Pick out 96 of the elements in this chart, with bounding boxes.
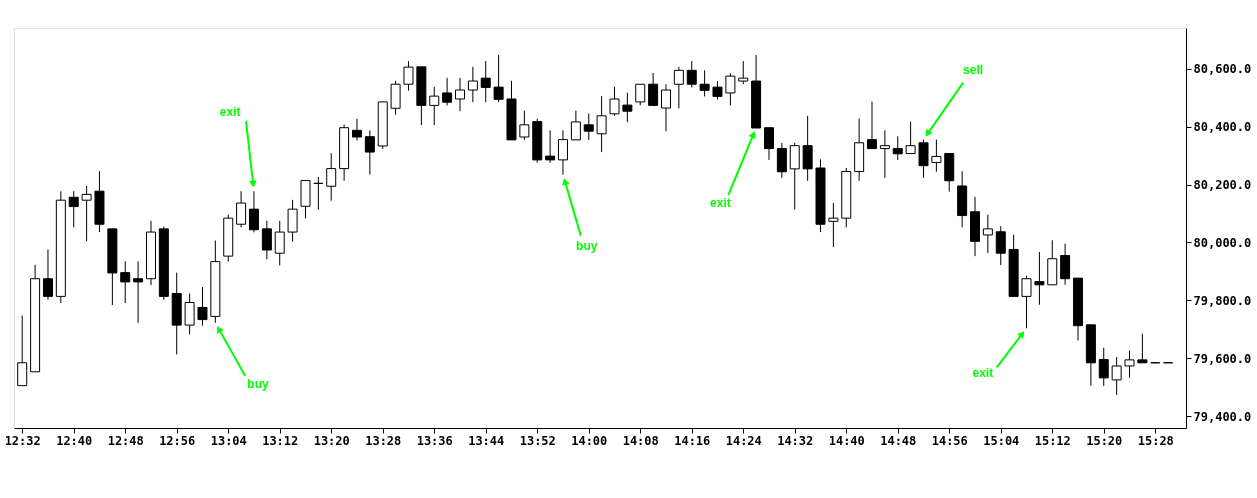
annotation: exit [710,196,731,210]
candlestick [68,190,79,228]
candlestick [1137,333,1148,364]
candlestick [879,129,890,179]
candlestick [596,95,607,153]
candlestick [1124,350,1135,379]
candlestick [725,72,736,106]
candlestick [17,315,28,387]
candlestick [1034,251,1045,306]
x-tick-label: 15:20 [1086,433,1123,448]
candlestick [248,190,259,233]
x-tick-label: 13:28 [365,433,402,448]
x-tick-label: 13:04 [210,433,247,448]
x-tick-label: 12:48 [107,433,144,448]
candlestick [622,92,633,123]
candlestick [995,225,1006,266]
candlestick [776,142,787,179]
x-tick-label: 14:56 [931,433,968,448]
candlestick [660,83,671,132]
x-tick-label: 15:28 [1137,433,1174,448]
candlestick [648,72,659,106]
candlestick [1111,356,1122,396]
x-tick-label: 14:24 [725,433,762,448]
candlestick [635,83,646,106]
x-tick-label: 14:16 [674,433,711,448]
candlestick [261,220,272,260]
candlestick [120,260,131,304]
candlestick [892,135,903,161]
x-tick-label: 14:00 [571,433,608,448]
x-tick-label: 13:52 [519,433,556,448]
x-tick-label: 14:48 [880,433,917,448]
candlestick [828,202,839,248]
candlestick [673,66,684,109]
x-tick-label: 14:32 [777,433,814,448]
candlestick [866,101,877,150]
x-tick-label: 14:40 [828,433,865,448]
x-tick-label: 15:12 [1034,433,1071,448]
candlestick [467,66,478,103]
candlestick [351,118,362,141]
candlestick [442,77,453,106]
candlestick [326,152,337,202]
x-tick-label: 14:08 [622,433,659,448]
candlestick [712,80,723,101]
candlestick [184,293,195,335]
candlestick [982,214,993,254]
candlestick [493,54,504,103]
candlestick [570,110,581,141]
candlestick [287,199,298,243]
candlestick [738,60,749,85]
candlestick [802,115,813,182]
x-tick-label: 13:12 [262,433,299,448]
y-tick-label: 79,400.0 [1193,409,1252,424]
x-tick-label: 13:20 [313,433,350,448]
candlestick [1098,347,1109,387]
x-tick-label: 15:04 [983,433,1020,448]
candlestick [918,139,929,179]
candlestick [274,220,285,266]
candlestick [583,113,594,141]
candlestick [455,77,465,112]
annotation: buy [247,376,269,391]
candlestick [42,248,53,301]
candlestick [789,142,800,210]
y-tick-label: 80,200.0 [1193,178,1252,193]
candlestick [764,127,775,161]
annotation: exit [972,366,994,381]
candlestick [133,260,144,324]
y-tick-label: 79,600.0 [1193,351,1252,366]
candlestick [699,69,710,97]
candlestick [545,129,556,164]
candlestick [197,286,208,327]
candlestick [429,86,440,126]
candlestick [403,60,414,92]
annotation: buy [576,238,598,253]
candlestick [81,185,92,242]
candlestick [364,129,375,176]
y-tick-label: 80,400.0 [1193,120,1252,135]
x-tick-label: 12:32 [4,433,41,448]
y-tick-label: 80,600.0 [1193,62,1252,77]
candlestick [609,86,620,117]
candlestick [1060,243,1071,286]
x-tick-label: 13:44 [468,433,505,448]
candlestick [1021,275,1032,329]
candlestick [236,190,247,228]
candlestick [905,121,916,155]
candlestick [480,60,491,103]
y-tick-label: 79,800.0 [1193,293,1252,308]
y-tick-label: 80,000.0 [1193,235,1252,250]
x-tick-label: 12:56 [159,433,196,448]
candlestick [557,129,568,176]
candlestick [931,139,942,173]
x-tick-label: 13:36 [416,433,453,448]
candlestick [686,60,697,88]
x-tick-label: 12:40 [56,433,93,448]
annotation: sell [963,62,984,77]
annotation: exit [219,105,241,120]
candlestick [519,110,530,141]
